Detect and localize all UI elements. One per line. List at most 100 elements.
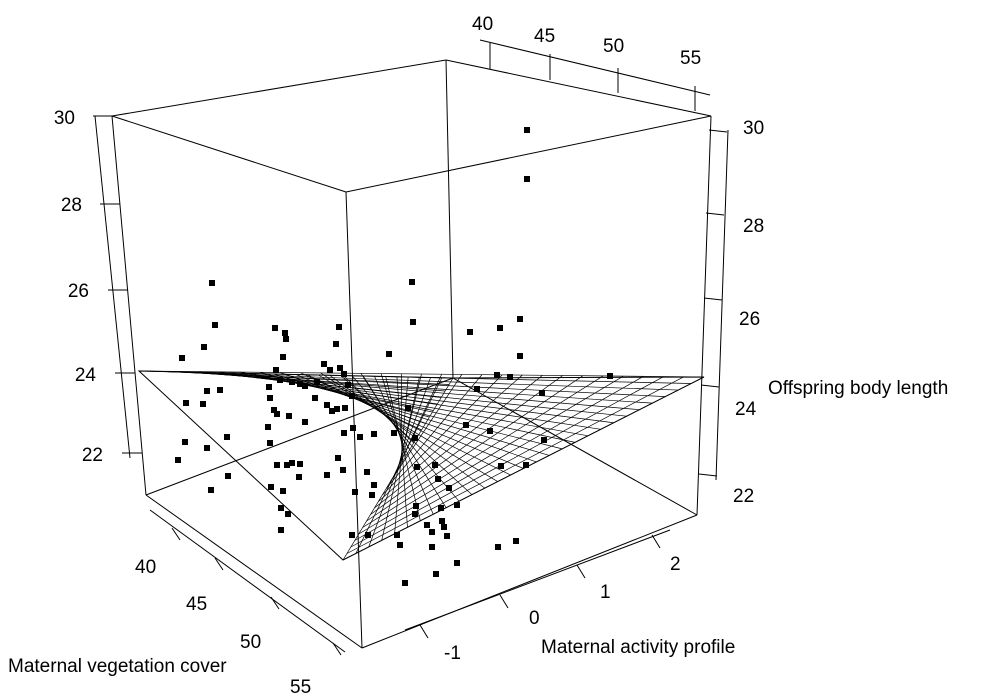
y-tick-label: -1 <box>444 643 461 664</box>
back-axis-line <box>479 39 711 96</box>
data-point <box>265 424 271 430</box>
data-point <box>412 511 418 517</box>
z-left-tick-label: 22 <box>82 445 103 466</box>
data-point <box>278 527 284 533</box>
data-point <box>283 336 289 342</box>
data-point <box>444 533 450 539</box>
tick-mark <box>576 564 586 579</box>
y-tick-label: 0 <box>529 608 540 629</box>
plane-gridline <box>385 374 483 489</box>
data-point <box>286 413 292 419</box>
data-point <box>212 322 218 328</box>
data-point <box>341 430 347 436</box>
data-point <box>438 505 444 511</box>
x-tick-label: 45 <box>186 594 207 615</box>
data-point <box>273 367 279 373</box>
plane-gridline <box>307 374 511 476</box>
data-point <box>277 377 283 383</box>
data-point <box>333 341 339 347</box>
data-point <box>350 425 356 431</box>
data-point <box>432 462 438 468</box>
data-point <box>454 560 460 566</box>
axis-ticks <box>93 39 729 656</box>
tick-mark <box>705 212 725 216</box>
z-axis-line <box>715 129 729 481</box>
x-tick-label: 50 <box>240 632 261 653</box>
data-point <box>446 485 452 491</box>
data-point <box>349 532 355 538</box>
data-point <box>497 325 503 331</box>
data-point <box>369 492 375 498</box>
data-point <box>524 176 530 182</box>
plane-gridline <box>362 375 604 528</box>
data-point <box>345 382 351 388</box>
tick-mark <box>698 473 718 477</box>
tick-mark <box>171 527 181 541</box>
y-tick-label: 1 <box>600 582 611 603</box>
plane-gridline <box>329 374 486 489</box>
plane-gridline <box>342 377 454 561</box>
plane-gridline <box>295 374 524 469</box>
data-point <box>284 462 290 468</box>
data-point <box>183 400 189 406</box>
tick-mark <box>214 557 224 571</box>
data-point <box>424 522 430 528</box>
data-point <box>268 484 274 490</box>
data-point <box>342 405 348 411</box>
z-right-tick-label: 28 <box>743 216 764 237</box>
data-point <box>271 407 277 413</box>
data-point <box>337 365 343 371</box>
data-point <box>409 279 415 285</box>
data-point <box>312 395 318 401</box>
data-point <box>289 379 295 385</box>
data-point <box>433 571 439 577</box>
data-point <box>517 316 523 322</box>
tick-mark <box>708 129 728 133</box>
tick-mark <box>332 642 342 656</box>
data-point <box>371 431 377 437</box>
data-point <box>278 505 284 511</box>
data-point <box>324 472 330 478</box>
data-point <box>494 372 500 378</box>
data-point <box>324 402 330 408</box>
data-point <box>280 354 286 360</box>
plane-gridline <box>381 377 420 541</box>
data-point <box>266 384 272 390</box>
data-point <box>541 437 547 443</box>
plane-gridline <box>368 377 431 548</box>
data-point <box>402 580 408 586</box>
plane-gridline <box>382 374 503 496</box>
data-point <box>467 329 473 335</box>
z-axis-title: Offspring body length <box>768 378 948 399</box>
z-left-tick-label: 30 <box>54 108 75 129</box>
plane-gridline <box>389 374 463 483</box>
data-point <box>429 529 435 535</box>
data-point <box>523 462 529 468</box>
regression-plane <box>137 370 705 561</box>
plane-gridline <box>354 376 644 541</box>
plane-gridline <box>346 376 684 554</box>
data-point <box>365 532 371 538</box>
plane-gridline <box>358 375 624 535</box>
box-frame <box>111 59 712 649</box>
tick-mark <box>700 384 720 388</box>
z-left-tick-label: 24 <box>75 365 97 386</box>
data-point <box>495 544 501 550</box>
data-point <box>274 411 280 417</box>
data-point <box>352 489 358 495</box>
data-point <box>394 532 400 538</box>
data-point <box>204 445 210 451</box>
data-point <box>414 464 420 470</box>
data-point <box>175 457 181 463</box>
tick-mark <box>703 297 723 301</box>
x-tick-label: 55 <box>290 677 311 698</box>
data-point <box>412 435 418 441</box>
data-point <box>454 502 460 508</box>
data-point <box>410 319 416 325</box>
data-point <box>439 518 445 524</box>
z-left-tick-label: 26 <box>68 281 89 302</box>
data-point <box>397 542 403 548</box>
data-point <box>297 461 303 467</box>
plane-gridline <box>378 374 523 502</box>
